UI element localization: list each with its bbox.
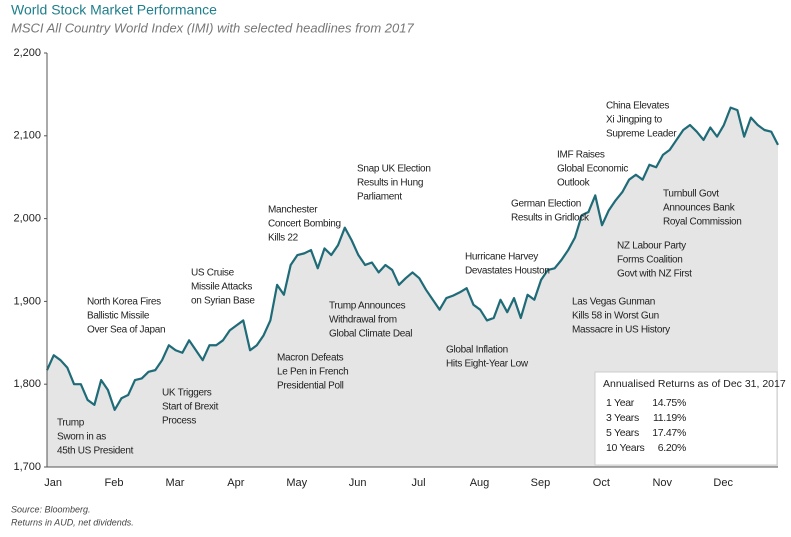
- y-tick-label: 1,900: [13, 295, 41, 307]
- annotation: Start of Brexit: [162, 402, 219, 413]
- annotation: China Elevates: [606, 101, 669, 112]
- annotation: Supreme Leader: [606, 129, 677, 140]
- annotation: Manchester: [268, 205, 318, 216]
- annotation: Global Climate Deal: [329, 329, 412, 340]
- annotation: Results in Gridlock: [511, 213, 590, 224]
- y-tick-label: 2,000: [13, 213, 41, 225]
- annotation: Announces Bank: [663, 203, 736, 214]
- annotation: Kills 58 in Worst Gun: [572, 311, 659, 322]
- annotation: Trump Announces: [329, 301, 406, 312]
- x-tick-label: Jan: [44, 477, 62, 489]
- annotation: Parliament: [357, 192, 402, 203]
- annotation: Outlook: [557, 178, 591, 189]
- annotation: Le Pen in French: [277, 367, 348, 378]
- returns-title: Annualised Returns as of Dec 31, 2017: [603, 378, 786, 390]
- annotation: Hits Eight-Year Low: [446, 359, 529, 370]
- x-tick-label: Jun: [349, 477, 367, 489]
- source-note: Returns in AUD, net dividends.: [11, 517, 134, 527]
- annotation: Over Sea of Japan: [87, 325, 165, 336]
- annotation: Las Vegas Gunman: [572, 297, 655, 308]
- annotation: on Syrian Base: [191, 296, 255, 307]
- annotation: Results in Hung: [357, 178, 423, 189]
- annotation: Snap UK Election: [357, 164, 431, 175]
- returns-value: 6.20%: [658, 442, 686, 454]
- annotation: IMF Raises: [557, 150, 605, 161]
- x-tick-label: Mar: [165, 477, 184, 489]
- source: Source: Bloomberg.: [11, 504, 91, 514]
- returns-label: 1 Year: [606, 397, 635, 409]
- x-tick-label: Jul: [412, 477, 426, 489]
- annotation: Presidential Poll: [277, 381, 344, 392]
- x-tick-label: Nov: [652, 477, 672, 489]
- annotation: Massacre in US History: [572, 325, 670, 336]
- annotation: Xi Jingping to: [606, 115, 663, 126]
- annotation: Process: [162, 416, 196, 427]
- y-tick-label: 2,100: [13, 130, 41, 142]
- returns-value: 11.19%: [653, 412, 686, 424]
- returns-label: 5 Years: [606, 427, 639, 439]
- chart-subtitle: MSCI All Country World Index (IMI) with …: [11, 20, 414, 35]
- annotation: 45th US President: [57, 446, 134, 457]
- annotation: Forms Coalition: [617, 255, 683, 266]
- x-tick-label: Apr: [227, 477, 244, 489]
- annotation: Kills 22: [268, 233, 299, 244]
- annotation: Missile Attacks: [191, 282, 252, 293]
- annotation: Macron Defeats: [277, 353, 344, 364]
- y-tick-label: 2,200: [13, 47, 41, 59]
- annotation: Govt with NZ First: [617, 269, 692, 280]
- x-tick-label: Dec: [713, 477, 733, 489]
- returns-label: 10 Years: [606, 442, 645, 454]
- line: [45, 106, 779, 411]
- returns-box: [594, 371, 778, 466]
- y-tick-label: 1,700: [13, 461, 41, 473]
- chart-title: World Stock Market Performance: [11, 2, 217, 18]
- annotation: Turnbull Govt: [663, 189, 719, 200]
- x-tick-label: Sep: [531, 477, 551, 489]
- annotation: Royal Commission: [663, 217, 742, 228]
- annotation: Global Inflation: [446, 345, 508, 356]
- annotation: German Election: [511, 199, 581, 210]
- annotation: US Cruise: [191, 268, 235, 279]
- annotation: Hurricane Harvey: [465, 252, 538, 263]
- x-tick-label: Oct: [593, 477, 610, 489]
- annotation: UK Triggers: [162, 388, 212, 399]
- x-tick-label: Aug: [470, 477, 490, 489]
- returns-value: 17.47%: [652, 427, 686, 439]
- x-tick-label: Feb: [105, 477, 124, 489]
- x-tick-label: May: [286, 477, 307, 489]
- annotation: Global Economic: [557, 164, 628, 175]
- annotation: NZ Labour Party: [617, 241, 686, 252]
- returns-value: 14.75%: [652, 397, 686, 409]
- annotation: Withdrawal from: [329, 315, 397, 326]
- annotation: North Korea Fires: [87, 297, 161, 308]
- annotation: Trump: [57, 418, 85, 429]
- annotation: Concert Bombing: [268, 219, 341, 230]
- annotation: Sworn in as: [57, 432, 106, 443]
- y-tick-label: 1,800: [13, 378, 41, 390]
- annotation: Devastates Houston: [465, 266, 550, 277]
- annotation: Ballistic Missile: [87, 311, 150, 322]
- returns-label: 3 Years: [606, 412, 639, 424]
